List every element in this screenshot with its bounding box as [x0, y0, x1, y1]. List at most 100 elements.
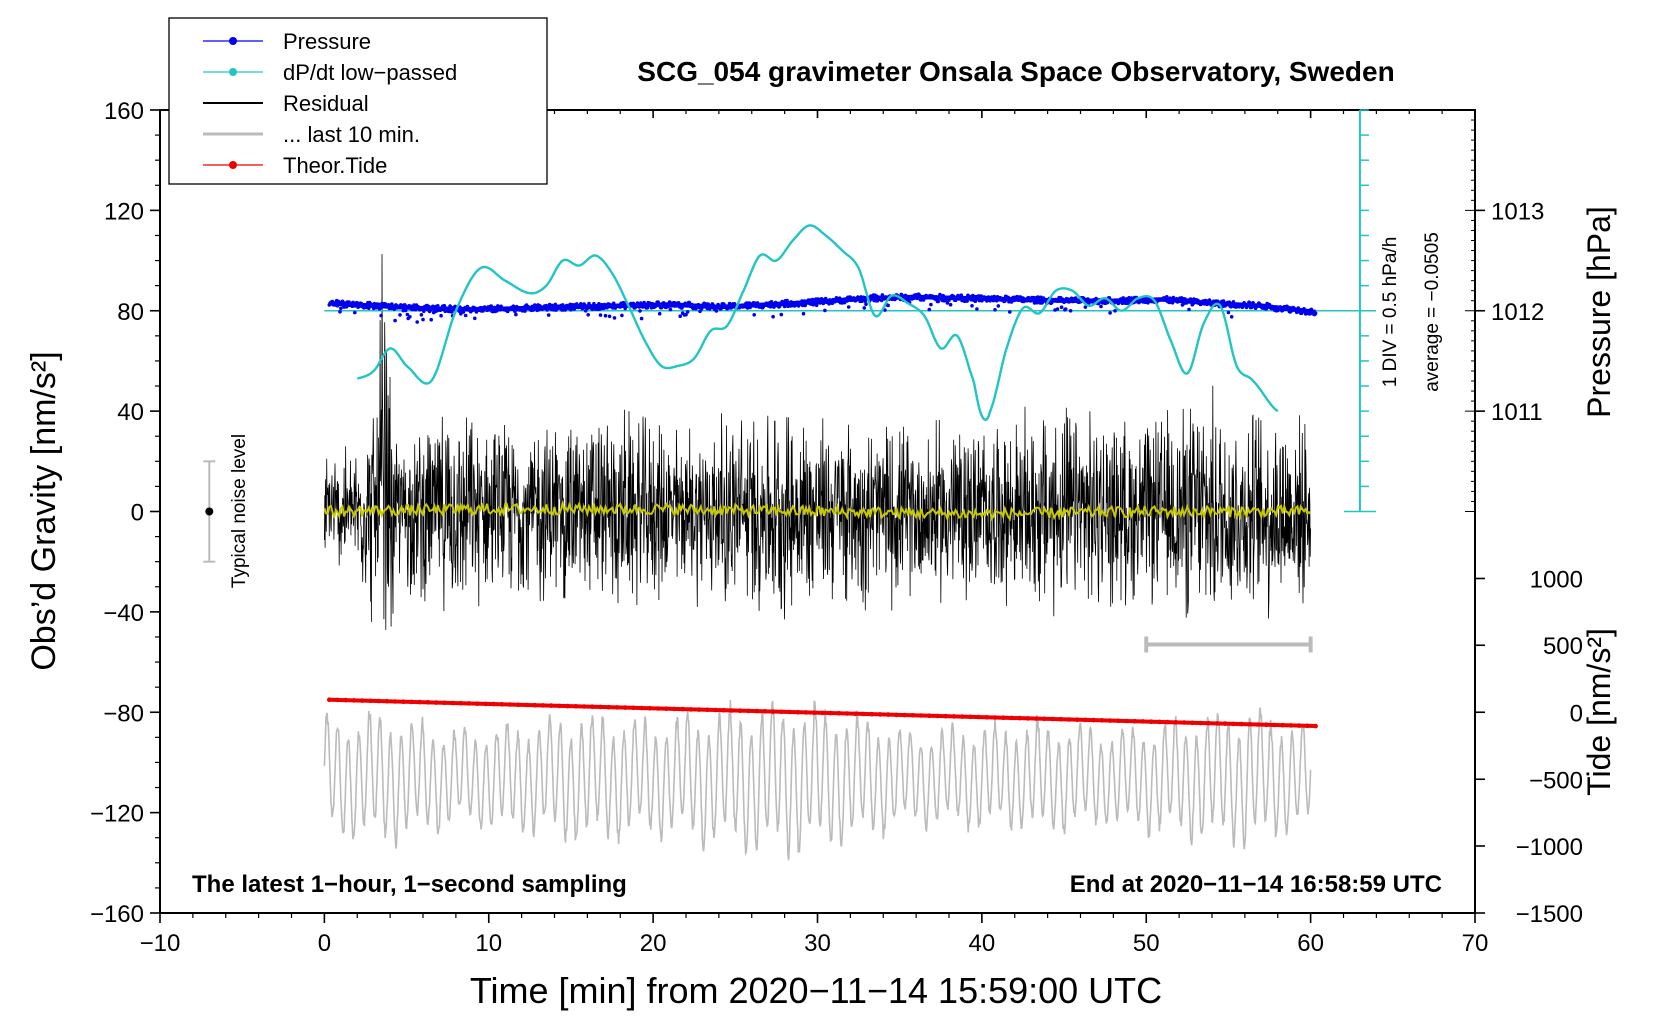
pressure-point — [845, 299, 849, 303]
y-tick-label: −80 — [103, 700, 144, 727]
tide-point — [335, 697, 340, 703]
x-tick-label: 50 — [1133, 930, 1160, 957]
pressure-point — [973, 299, 978, 304]
pressure-point — [1110, 298, 1115, 303]
tide-point — [729, 708, 735, 713]
pressure-point — [1313, 311, 1318, 316]
tide-point — [885, 712, 891, 717]
tide-point — [622, 705, 628, 710]
pressure-point — [814, 303, 819, 308]
tide-point — [869, 711, 874, 717]
pressure-point — [1309, 307, 1314, 312]
x-axis: −10 0 10 20 30 40 50 60 70 — [140, 110, 1488, 957]
tide-point — [1033, 716, 1039, 721]
residual-line — [324, 254, 1311, 630]
y-tick-label: −40 — [103, 600, 144, 627]
pressure-point — [415, 320, 420, 324]
pressure-point — [1187, 307, 1191, 312]
tide-point — [787, 709, 792, 715]
tide-point — [474, 701, 480, 706]
pressure-point — [355, 301, 360, 305]
dpdt-scale-label: 1 DIV = 0.5 hPa/h — [1380, 237, 1401, 388]
pressure-point — [440, 307, 444, 312]
tide-point — [1025, 716, 1031, 721]
pressure-point — [427, 304, 431, 309]
tide-point — [565, 703, 570, 709]
tide-point — [770, 709, 776, 714]
tide-point — [483, 701, 488, 707]
tide-point — [1009, 715, 1014, 721]
pressure-point — [1165, 295, 1169, 299]
pressure-point — [771, 314, 775, 319]
pressure-point — [585, 306, 590, 311]
pressure-point — [948, 302, 953, 307]
tide-point — [359, 698, 365, 703]
tide-point — [516, 702, 521, 708]
tide-point — [466, 701, 472, 706]
pressure-point — [1170, 301, 1175, 305]
tide-point — [1181, 720, 1187, 725]
tide-point — [598, 704, 603, 710]
pressure-point — [631, 301, 636, 306]
tide-point — [927, 713, 932, 718]
pressure-point — [546, 313, 551, 317]
y-tick-label: 80 — [117, 299, 144, 326]
x-tick-label: 60 — [1297, 930, 1324, 957]
tide-point — [680, 706, 685, 712]
pressure-point — [1006, 295, 1010, 300]
pressure-point — [405, 312, 410, 317]
pressure-point — [457, 309, 462, 313]
tide-point — [1165, 719, 1170, 725]
tide-point — [647, 706, 653, 711]
pressure-point — [1003, 299, 1007, 303]
pressure-point — [803, 303, 807, 308]
pressure-point — [993, 308, 997, 312]
pressure-point — [917, 293, 922, 298]
pressure-point — [487, 308, 491, 312]
pressure-point — [1108, 311, 1112, 315]
pressure-point — [711, 303, 715, 307]
tide-point — [737, 708, 743, 713]
tide-point — [836, 711, 842, 716]
tide-point — [376, 698, 381, 704]
pressure-point — [1227, 300, 1232, 305]
pressure-point — [1105, 300, 1110, 305]
pressure-point — [952, 294, 956, 299]
tide-point — [918, 713, 924, 718]
tide-point — [1000, 715, 1006, 720]
legend-label: Residual — [283, 91, 369, 116]
pressure-point — [335, 303, 340, 308]
tide-point — [968, 714, 973, 720]
tide-point — [696, 707, 702, 712]
tide-point — [984, 715, 990, 720]
pressure-point — [367, 306, 371, 311]
tide-point — [417, 699, 423, 705]
x-tick-label: 10 — [475, 930, 502, 957]
tide-point — [1313, 723, 1318, 729]
tide-point — [491, 701, 497, 707]
tide-point — [746, 708, 751, 714]
tide-point — [1157, 719, 1162, 725]
y-axis-title-tide: Tide [nm/s²] — [1581, 628, 1617, 796]
pressure-point — [678, 314, 682, 319]
tide-point — [351, 698, 357, 703]
pressure-point — [684, 312, 688, 317]
pressure-point — [379, 313, 383, 318]
tide-point — [894, 712, 899, 718]
tide-point — [631, 705, 636, 711]
tide-point — [795, 709, 801, 715]
pressure-point — [861, 295, 866, 300]
legend-label: Theor.Tide — [283, 153, 387, 178]
pressure-point — [680, 306, 684, 310]
pressure-point — [1055, 307, 1060, 311]
pressure-point — [943, 296, 948, 300]
pressure-point — [463, 313, 468, 318]
pressure-point — [657, 302, 661, 307]
pressure-point — [470, 308, 475, 313]
pressure-point — [1049, 300, 1054, 305]
tide-point — [705, 707, 710, 713]
y-tick-label: 40 — [117, 399, 144, 426]
tide-tick-label: 0 — [1570, 700, 1583, 727]
pressure-point — [1229, 315, 1234, 319]
y-tick-label: −120 — [90, 801, 144, 828]
